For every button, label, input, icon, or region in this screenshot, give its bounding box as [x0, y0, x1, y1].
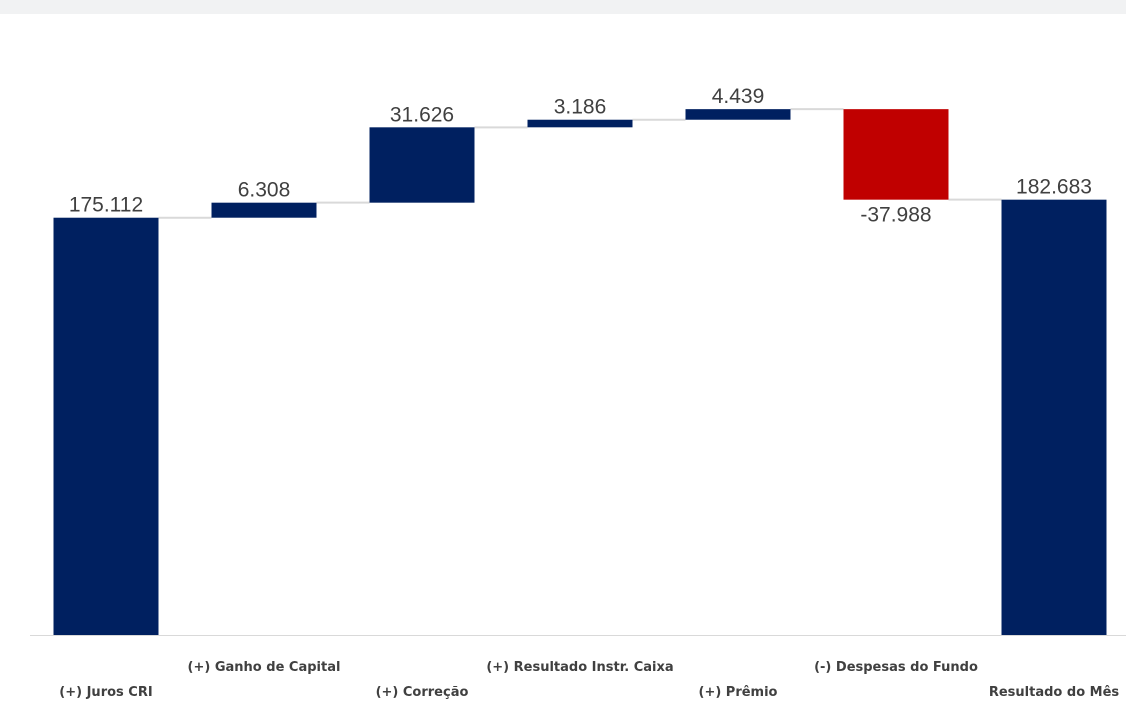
waterfall-bar — [211, 202, 317, 218]
value-label: 6.308 — [238, 179, 291, 202]
value-labels: 175.112 6.308 31.626 3.186 4.439 -37.988 182.6… — [69, 85, 1092, 227]
category-label: (+) Prêmio — [699, 685, 778, 700]
waterfall-bar — [53, 217, 159, 635]
category-label: (+) Juros CRI — [59, 685, 152, 700]
category-label: (+) Ganho de Capital — [188, 660, 341, 675]
waterfall-bar — [1001, 199, 1107, 636]
waterfall-bar — [369, 127, 475, 203]
waterfall-bar — [843, 109, 949, 200]
waterfall-bar — [527, 119, 633, 128]
value-label: 31.626 — [390, 103, 454, 126]
value-label: 182.683 — [1016, 176, 1092, 199]
connector-lines — [158, 108, 1002, 219]
category-label: Resultado do Mês — [989, 685, 1120, 700]
value-label: -37.988 — [860, 204, 931, 227]
value-label: 4.439 — [712, 85, 765, 108]
category-labels: (+) Juros CRI (+) Ganho de Capital (+) Cor… — [59, 660, 1119, 700]
category-label: (+) Resultado Instr. Caixa — [486, 660, 673, 675]
waterfall-bar — [685, 109, 791, 120]
category-label: (+) Correção — [376, 685, 469, 700]
value-label: 175.112 — [69, 194, 143, 217]
bars — [53, 109, 1107, 636]
value-label: 3.186 — [554, 96, 607, 119]
category-label: (-) Despesas do Fundo — [814, 660, 978, 675]
